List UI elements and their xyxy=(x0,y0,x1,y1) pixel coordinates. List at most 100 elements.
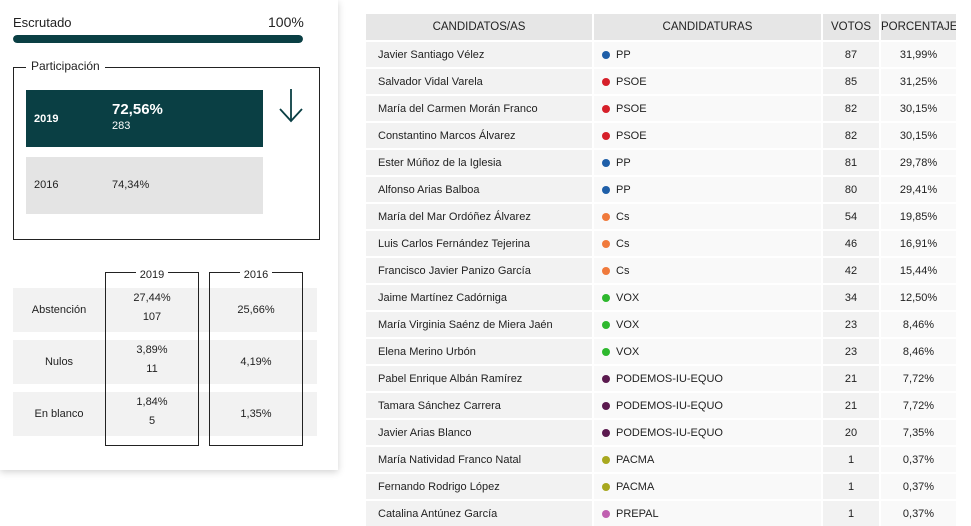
percentage-cell: 31,25% xyxy=(880,67,958,95)
votes-cell: 82 xyxy=(822,94,881,122)
party-name: PSOE xyxy=(616,102,647,115)
table-row: Fernando Rodrigo López PACMA 1 0,37% xyxy=(366,472,958,500)
percentage-cell: 29,78% xyxy=(880,148,958,176)
party-cell: VOX xyxy=(593,310,823,338)
party-cell: Cs xyxy=(593,229,823,257)
votes-cell: 46 xyxy=(822,229,881,257)
header-percentage[interactable]: PORCENTAJE xyxy=(880,14,958,41)
candidate-name: María del Mar Ordóñez Álvarez xyxy=(366,202,594,230)
stat-label: Abstención xyxy=(31,304,87,316)
votes-cell: 23 xyxy=(822,337,881,365)
stat-row-abstencion: Abstención xyxy=(13,288,317,332)
column-header-2019: 2019 xyxy=(135,269,169,281)
nulos-2019-pct: 3,89% xyxy=(136,344,168,356)
abstencion-2019-count: 107 xyxy=(142,311,162,323)
candidate-name: Tamara Sánchez Carrera xyxy=(366,391,594,419)
percentage-cell: 8,46% xyxy=(880,310,958,338)
party-color-dot xyxy=(602,347,610,356)
party-color-dot xyxy=(602,212,610,221)
votes-cell: 23 xyxy=(822,310,881,338)
candidate-name: Ester Múñoz de la Iglesia xyxy=(366,148,594,176)
table-row: Salvador Vidal Varela PSOE 85 31,25% xyxy=(366,67,958,95)
candidate-name: Javier Santiago Vélez xyxy=(366,40,594,68)
party-name: PP xyxy=(616,183,631,196)
party-color-dot xyxy=(602,455,610,464)
candidate-name: Francisco Javier Panizo García xyxy=(366,256,594,284)
candidate-name: Jaime Martínez Cadórniga xyxy=(366,283,594,311)
party-color-dot xyxy=(602,509,610,518)
percentage-cell: 30,15% xyxy=(880,121,958,149)
percentage-cell: 8,46% xyxy=(880,337,958,365)
party-name: Cs xyxy=(616,264,630,277)
party-color-dot xyxy=(602,104,610,113)
blanco-2016-pct: 1,35% xyxy=(240,408,272,420)
table-row: Catalina Antúnez García PREPAL 1 0,37% xyxy=(366,499,958,526)
abstencion-2019-cell: 27,44% 107 xyxy=(106,289,198,329)
stat-label: En blanco xyxy=(34,408,84,420)
votes-cell: 34 xyxy=(822,283,881,311)
header-parties[interactable]: CANDIDATURAS xyxy=(593,14,823,41)
column-2019: 2019 27,44% 107 3,89% 11 1,84% 5 xyxy=(105,269,199,446)
party-color-dot xyxy=(602,185,610,194)
nulos-2016-pct: 4,19% xyxy=(240,356,272,368)
candidate-name: Alfonso Arias Balboa xyxy=(366,175,594,203)
party-name: VOX xyxy=(616,318,640,331)
votes-cell: 82 xyxy=(822,121,881,149)
table-row: Alfonso Arias Balboa PP 80 29,41% xyxy=(366,175,958,203)
party-cell: VOX xyxy=(593,337,823,365)
escrutado-value: 100% xyxy=(268,14,304,30)
candidate-name: Salvador Vidal Varela xyxy=(366,67,594,95)
party-cell: PACMA xyxy=(593,445,823,473)
party-name: Cs xyxy=(616,237,630,250)
table-row: María Natividad Franco Natal PACMA 1 0,37% xyxy=(366,445,958,473)
nulos-2019-count: 11 xyxy=(146,363,158,375)
table-header-row: CANDIDATOS/AS CANDIDATURAS VOTOS PORCENT… xyxy=(366,14,958,41)
votes-cell: 1 xyxy=(822,472,881,500)
percentage-cell: 30,15% xyxy=(880,94,958,122)
percentage-cell: 0,37% xyxy=(880,499,958,526)
column-header-2016: 2016 xyxy=(239,269,273,281)
candidate-name: Catalina Antúnez García xyxy=(366,499,594,526)
party-cell: PODEMOS-IU-EQUO xyxy=(593,391,823,419)
party-cell: PSOE xyxy=(593,67,823,95)
party-cell: PSOE xyxy=(593,94,823,122)
candidate-name: Luis Carlos Fernández Tejerina xyxy=(366,229,594,257)
stat-label: Nulos xyxy=(44,356,74,368)
abstencion-2019-pct: 27,44% xyxy=(133,292,171,304)
party-cell: PREPAL xyxy=(593,499,823,526)
candidate-name: Elena Merino Urbón xyxy=(366,337,594,365)
party-color-dot xyxy=(602,50,610,59)
votes-cell: 81 xyxy=(822,148,881,176)
percentage-cell: 7,72% xyxy=(880,364,958,392)
candidate-name: Pabel Enrique Albán Ramírez xyxy=(366,364,594,392)
party-cell: PACMA xyxy=(593,472,823,500)
stat-row-en-blanco: En blanco xyxy=(13,392,317,436)
candidate-name: María del Carmen Morán Franco xyxy=(366,94,594,122)
votes-cell: 87 xyxy=(822,40,881,68)
votes-cell: 1 xyxy=(822,445,881,473)
table-row: Tamara Sánchez Carrera PODEMOS-IU-EQUO 21 7… xyxy=(366,391,958,419)
participation-title: Participación xyxy=(26,59,105,73)
header-candidates[interactable]: CANDIDATOS/AS xyxy=(366,14,594,41)
participation-card-2016: 2016 74,34% xyxy=(26,157,263,214)
votes-cell: 21 xyxy=(822,364,881,392)
party-name: PACMA xyxy=(616,480,655,493)
party-color-dot xyxy=(602,293,610,302)
party-color-dot xyxy=(602,266,610,275)
votes-cell: 80 xyxy=(822,175,881,203)
party-name: Cs xyxy=(616,210,630,223)
party-cell: Cs xyxy=(593,202,823,230)
votes-cell: 21 xyxy=(822,391,881,419)
party-name: PSOE xyxy=(616,75,647,88)
column-2016: 2016 25,66% 4,19% 1,35% xyxy=(209,269,303,446)
escrutado-progress-bar xyxy=(13,35,303,43)
table-row: Javier Arias Blanco PODEMOS-IU-EQUO 20 7,35… xyxy=(366,418,958,446)
votes-cell: 85 xyxy=(822,67,881,95)
header-votes[interactable]: VOTOS xyxy=(822,14,881,41)
party-cell: PODEMOS-IU-EQUO xyxy=(593,364,823,392)
table-row: María del Carmen Morán Franco PSOE 82 30,15… xyxy=(366,94,958,122)
party-name: PODEMOS-IU-EQUO xyxy=(616,399,723,412)
blanco-2019-count: 5 xyxy=(148,415,156,427)
party-name: VOX xyxy=(616,345,640,358)
participation-box: Participación 2019 72,56% 283 2016 74,34… xyxy=(13,59,320,240)
